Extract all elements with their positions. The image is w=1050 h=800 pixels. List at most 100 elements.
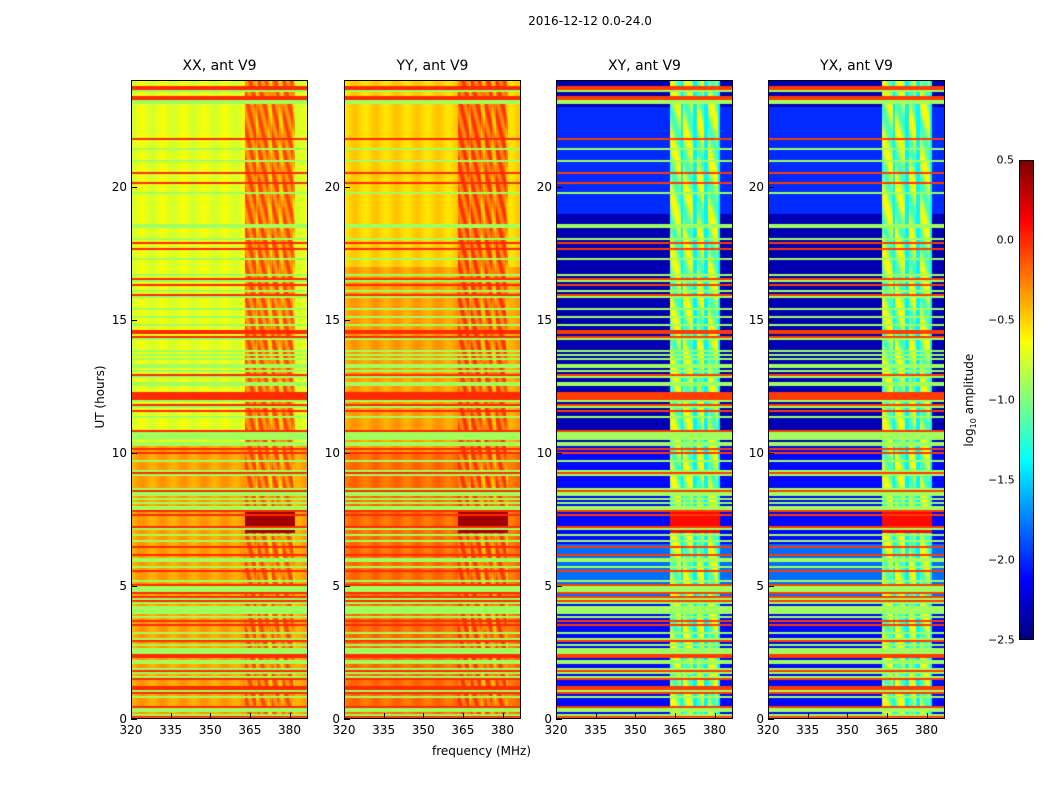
y-tick-mark	[131, 585, 137, 587]
panel-yy: YY, ant V9 0 5 10 15 20 320 335 350 365 380	[325, 58, 521, 737]
y-tick-mark	[344, 452, 350, 454]
y-tick-mark	[344, 585, 350, 587]
panel-xx: XX, ant V9 0 5 10 15 20 320 335 350 365 380	[112, 58, 308, 737]
y-tick-mark	[768, 719, 774, 720]
y-tick-label: 20	[111, 179, 127, 194]
x-tick-mark	[674, 713, 676, 719]
y-tick-mark	[131, 719, 137, 720]
heatmap-3	[768, 80, 945, 719]
x-tick-label: 380	[915, 723, 938, 737]
panel-title: XX, ant V9	[182, 58, 257, 74]
y-tick-mark	[556, 452, 562, 454]
x-tick-label: 380	[491, 723, 514, 737]
x-tick-mark	[714, 713, 716, 719]
x-tick-label: 380	[278, 723, 301, 737]
y-tick-label: 0	[332, 712, 340, 726]
colorbar-tick-label: −0.5	[988, 313, 1015, 327]
x-tick-label: 350	[623, 723, 647, 737]
y-tick-mark	[344, 319, 350, 321]
axes-frame	[768, 80, 945, 719]
x-tick-label: 335	[159, 723, 183, 737]
x-tick-label: 350	[835, 723, 859, 737]
x-tick-mark	[926, 713, 928, 719]
colorbar-label: log10 amplitude	[961, 353, 979, 447]
y-tick-mark	[768, 452, 774, 454]
y-tick-mark	[344, 719, 350, 720]
x-tick-mark	[170, 713, 172, 719]
y-tick-mark	[768, 585, 774, 587]
x-tick-label: 365	[451, 723, 475, 737]
panel-title: YY, ant V9	[396, 58, 469, 74]
x-tick-mark	[289, 713, 291, 719]
x-tick-mark	[768, 713, 769, 719]
x-tick-label: 350	[198, 723, 222, 737]
x-tick-label: 320	[332, 723, 356, 737]
y-tick-label: 0	[119, 712, 127, 726]
x-tick-label: 335	[372, 723, 396, 737]
x-tick-mark	[807, 713, 809, 719]
y-tick-label: 10	[324, 445, 340, 460]
y-tick-label: 5	[756, 578, 764, 593]
colorbar-tick-label: −1.0	[988, 393, 1015, 407]
colorbar-tick-label: −1.5	[988, 473, 1015, 487]
x-tick-mark	[595, 713, 597, 719]
y-tick-mark	[556, 719, 562, 720]
x-tick-label: 335	[796, 723, 820, 737]
heatmap-1	[344, 80, 521, 719]
y-tick-mark	[556, 585, 562, 587]
colorbar-tick-label: 0.0	[996, 233, 1015, 247]
y-tick-label: 5	[332, 578, 340, 593]
panel-title: YX, ant V9	[820, 58, 893, 74]
y-tick-label: 15	[536, 312, 552, 327]
y-tick-mark	[131, 319, 137, 321]
axes-frame	[556, 80, 733, 719]
y-tick-mark	[556, 319, 562, 321]
y-tick-mark	[768, 186, 774, 188]
y-tick-label: 20	[324, 179, 340, 194]
panel-xy: XY, ant V9 0 5 10 15 20 320 335 350 365 380	[537, 58, 733, 737]
x-tick-mark	[210, 713, 212, 719]
y-tick-label: 0	[756, 712, 764, 726]
colorbar-tick-label: 0.5	[996, 153, 1015, 167]
y-axis-label: UT (hours)	[93, 365, 107, 429]
panel-yx: YX, ant V9 0 5 10 15 20 320 335 350 365 380	[749, 58, 945, 737]
x-tick-label: 320	[756, 723, 780, 737]
panel-title: XY, ant V9	[608, 58, 681, 74]
axes-frame	[131, 80, 308, 719]
colorbar-gradient	[1020, 161, 1033, 639]
y-tick-label: 20	[748, 179, 764, 194]
y-tick-mark	[344, 186, 350, 188]
x-tick-mark	[423, 713, 425, 719]
y-tick-mark	[131, 186, 137, 188]
x-tick-label: 380	[703, 723, 726, 737]
x-tick-label: 350	[411, 723, 435, 737]
colorbar-tick-label: −2.0	[988, 553, 1015, 567]
x-tick-label: 365	[663, 723, 687, 737]
x-tick-mark	[462, 713, 464, 719]
y-tick-label: 0	[544, 712, 552, 726]
y-tick-mark	[768, 319, 774, 321]
x-tick-label: 365	[238, 723, 262, 737]
colorbar	[1019, 160, 1034, 640]
y-tick-label: 15	[324, 312, 340, 327]
y-tick-mark	[556, 186, 562, 188]
figure-title: 2016-12-12 0.0-24.0	[528, 14, 652, 28]
heatmap-2	[556, 80, 733, 719]
x-tick-mark	[886, 713, 888, 719]
x-axis-label: frequency (MHz)	[432, 744, 532, 758]
x-tick-mark	[383, 713, 385, 719]
x-tick-label: 365	[875, 723, 899, 737]
y-tick-label: 15	[748, 312, 764, 327]
y-tick-label: 10	[536, 445, 552, 460]
y-tick-label: 10	[111, 445, 127, 460]
y-tick-label: 5	[119, 578, 127, 593]
y-tick-mark	[131, 452, 137, 454]
y-tick-label: 10	[748, 445, 764, 460]
x-tick-mark	[847, 713, 849, 719]
x-tick-mark	[344, 713, 345, 719]
x-tick-mark	[556, 713, 557, 719]
x-tick-label: 320	[544, 723, 568, 737]
y-tick-label: 20	[536, 179, 552, 194]
x-tick-mark	[249, 713, 251, 719]
